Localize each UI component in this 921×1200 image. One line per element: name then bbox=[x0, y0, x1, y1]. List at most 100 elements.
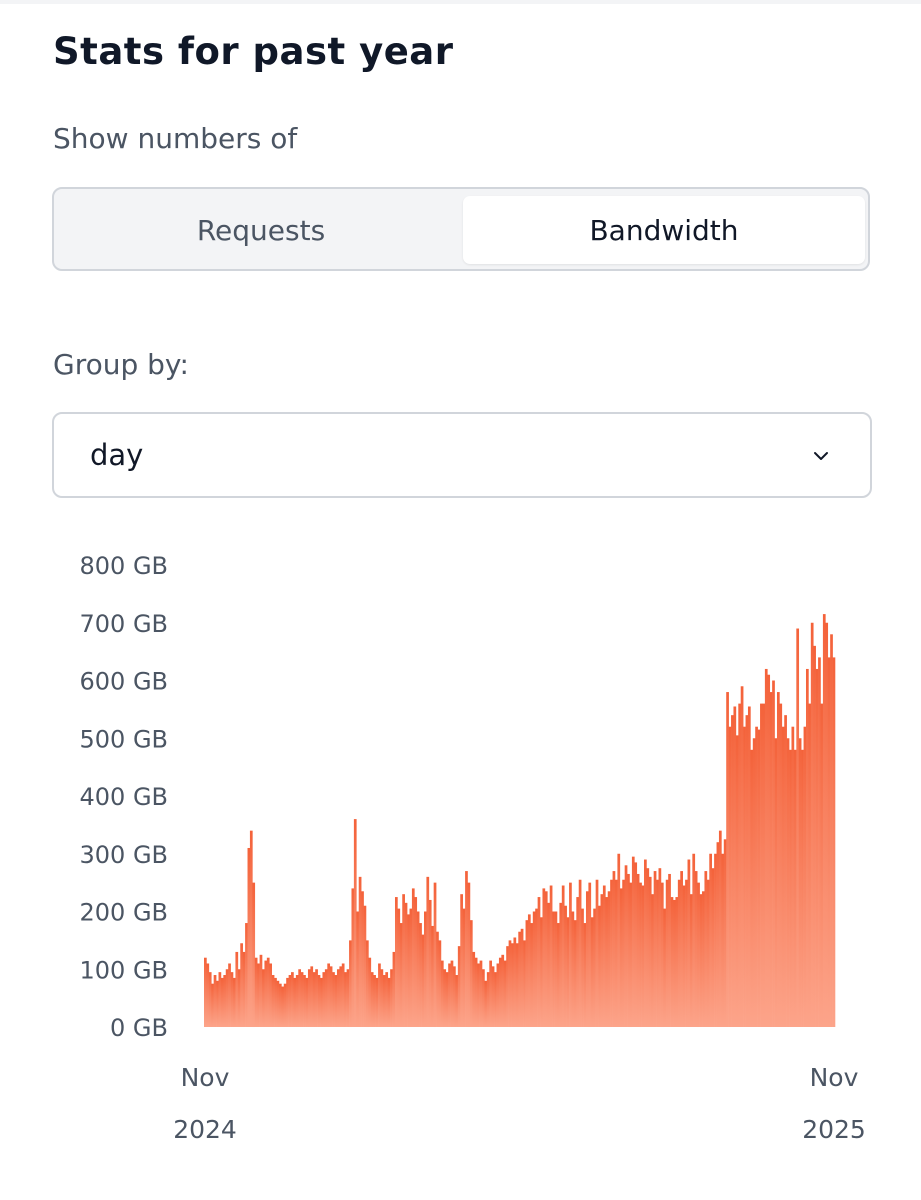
bar bbox=[491, 966, 495, 1027]
bar bbox=[743, 726, 746, 1027]
bar bbox=[334, 975, 338, 1027]
bar bbox=[450, 960, 454, 1027]
bar bbox=[525, 920, 529, 1027]
bar bbox=[564, 905, 567, 1027]
bar bbox=[718, 830, 722, 1027]
bar bbox=[426, 876, 430, 1027]
bar bbox=[254, 957, 258, 1027]
bar bbox=[288, 975, 292, 1027]
bar bbox=[469, 920, 473, 1027]
bar bbox=[259, 954, 263, 1027]
bar bbox=[668, 873, 671, 1027]
bar bbox=[822, 614, 826, 1027]
bar bbox=[361, 891, 364, 1027]
group-by-select[interactable]: day bbox=[52, 412, 872, 498]
bar bbox=[559, 902, 563, 1027]
bar bbox=[416, 911, 420, 1027]
bar bbox=[467, 882, 471, 1028]
bar bbox=[571, 911, 575, 1027]
bar bbox=[723, 839, 727, 1027]
chevron-down-icon bbox=[814, 452, 828, 460]
bar bbox=[827, 657, 831, 1027]
group-by-label: Group by: bbox=[53, 348, 189, 381]
bar bbox=[245, 923, 248, 1027]
y-axis: 0 GB 100 GB 200 GB 300 GB 400 GB 500 GB 600 GB… bbox=[80, 552, 169, 1042]
x-tick-year: 2025 bbox=[802, 1115, 866, 1144]
bar bbox=[697, 882, 700, 1028]
bar bbox=[394, 897, 398, 1027]
bar bbox=[810, 622, 814, 1027]
bar bbox=[276, 980, 280, 1027]
bar bbox=[332, 972, 335, 1027]
bar bbox=[815, 668, 819, 1027]
x-tick-month: Nov bbox=[810, 1063, 859, 1092]
bar bbox=[627, 873, 630, 1027]
bar bbox=[706, 879, 710, 1027]
metric-toggle: Requests Bandwidth bbox=[52, 187, 870, 271]
bar bbox=[283, 983, 287, 1027]
bar bbox=[791, 726, 795, 1027]
bar bbox=[375, 977, 379, 1027]
bar bbox=[385, 972, 389, 1027]
bar bbox=[578, 879, 582, 1027]
bar bbox=[235, 951, 239, 1027]
bar bbox=[513, 937, 517, 1027]
bar bbox=[349, 940, 352, 1028]
bar bbox=[702, 891, 705, 1027]
bar bbox=[440, 960, 444, 1027]
bar bbox=[382, 975, 386, 1027]
requests-toggle-button[interactable]: Requests bbox=[196, 213, 326, 247]
bar bbox=[593, 908, 596, 1027]
bar bbox=[320, 977, 323, 1027]
bar bbox=[566, 917, 570, 1027]
bar bbox=[317, 975, 321, 1027]
bar bbox=[520, 928, 524, 1027]
bar bbox=[399, 923, 403, 1027]
bar bbox=[351, 888, 355, 1027]
bar bbox=[781, 726, 785, 1027]
bar bbox=[477, 963, 480, 1027]
bar bbox=[211, 983, 214, 1027]
bar bbox=[602, 885, 606, 1027]
bar bbox=[300, 972, 304, 1027]
bar bbox=[501, 954, 505, 1027]
bar bbox=[820, 703, 824, 1027]
bar bbox=[680, 871, 683, 1027]
bar bbox=[617, 853, 621, 1027]
bar bbox=[789, 749, 792, 1027]
bar bbox=[344, 972, 347, 1027]
bar bbox=[801, 749, 804, 1027]
bar bbox=[731, 715, 734, 1027]
bar bbox=[658, 868, 662, 1027]
bar bbox=[540, 917, 543, 1027]
bar bbox=[489, 960, 492, 1027]
bar bbox=[644, 859, 647, 1027]
bar bbox=[358, 876, 362, 1027]
bar bbox=[813, 645, 816, 1027]
bar bbox=[213, 975, 217, 1027]
bar bbox=[240, 943, 243, 1027]
bar bbox=[271, 975, 275, 1027]
bar bbox=[588, 882, 592, 1028]
bar bbox=[484, 980, 488, 1027]
bar bbox=[409, 908, 413, 1027]
bar bbox=[760, 703, 763, 1027]
bar bbox=[220, 977, 224, 1027]
bar bbox=[249, 830, 253, 1027]
bar bbox=[535, 908, 538, 1027]
bar bbox=[639, 882, 642, 1028]
bandwidth-toggle-button[interactable]: Bandwidth bbox=[463, 196, 865, 264]
bar bbox=[445, 972, 449, 1027]
bar bbox=[278, 983, 282, 1027]
bar bbox=[228, 963, 231, 1027]
bar bbox=[764, 668, 768, 1027]
bar bbox=[225, 969, 229, 1027]
bar bbox=[762, 703, 766, 1027]
y-tick-label: 300 GB bbox=[80, 841, 169, 869]
bar bbox=[561, 885, 565, 1027]
bar bbox=[373, 975, 376, 1027]
bar bbox=[569, 882, 572, 1028]
bar bbox=[472, 951, 476, 1027]
bar bbox=[573, 920, 577, 1027]
bar bbox=[605, 897, 609, 1027]
